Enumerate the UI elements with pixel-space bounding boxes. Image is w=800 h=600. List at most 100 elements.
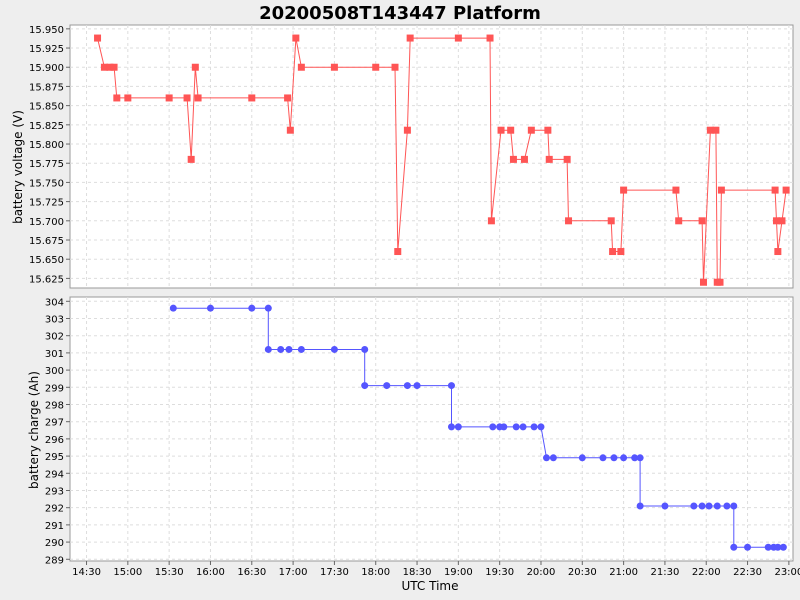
charge-y-tick-label: 298	[45, 400, 64, 411]
voltage-y-tick-label: 15.700	[29, 217, 64, 228]
charge-point	[542, 454, 550, 462]
charge-y-tick-label: 301	[45, 349, 64, 360]
charge-point	[500, 423, 508, 431]
voltage-point	[113, 94, 121, 102]
charge-point	[277, 345, 285, 353]
voltage-point	[520, 155, 528, 163]
voltage-point	[716, 278, 724, 286]
x-tick-label: 18:00	[361, 567, 390, 578]
voltage-point	[191, 63, 199, 71]
voltage-point	[165, 94, 173, 102]
x-axis-ticks: 14:30 15:00 15:30 16:00 16:30 17:00 17:30 18:00…	[72, 561, 800, 578]
charge-point	[578, 454, 586, 462]
charge-point	[383, 382, 391, 390]
voltage-point	[527, 126, 535, 134]
charge-point	[549, 454, 557, 462]
chart-title: 20200508T143447 Platform	[259, 3, 541, 24]
voltage-point	[545, 155, 553, 163]
voltage-point	[100, 63, 108, 71]
voltage-point	[782, 186, 790, 194]
voltage-point	[394, 248, 402, 256]
voltage-point	[486, 34, 494, 42]
voltage-y-tick-label: 15.750	[29, 178, 64, 189]
x-tick-label: 20:30	[568, 567, 597, 578]
voltage-y-tick-label: 15.875	[29, 82, 64, 93]
x-tick-label: 22:00	[692, 567, 721, 578]
charge-point	[636, 454, 644, 462]
charge-point	[248, 304, 256, 312]
charge-point	[519, 423, 527, 431]
charge-y-tick-label: 291	[45, 521, 64, 532]
voltage-point	[110, 63, 118, 71]
charge-y-tick-label: 294	[45, 469, 64, 480]
voltage-point	[771, 186, 779, 194]
charge-y-tick-label: 293	[45, 486, 64, 497]
charge-point	[690, 502, 698, 510]
voltage-y-tick-label: 15.725	[29, 198, 64, 209]
charge-point	[661, 502, 669, 510]
voltage-point	[406, 34, 414, 42]
charge-point	[537, 423, 545, 431]
voltage-y-tick-label: 15.625	[29, 274, 64, 285]
voltage-point	[774, 248, 782, 256]
charge-point	[636, 502, 644, 510]
x-tick-label: 19:30	[485, 567, 514, 578]
voltage-point	[403, 126, 411, 134]
x-tick-label: 22:30	[733, 567, 762, 578]
voltage-point	[563, 155, 571, 163]
x-tick-label: 17:30	[320, 567, 349, 578]
charge-point	[530, 423, 538, 431]
voltage-y-tick-label: 15.950	[29, 25, 64, 36]
charge-point	[447, 423, 455, 431]
charge-point	[413, 382, 421, 390]
charge-y-tick-label: 295	[45, 452, 64, 463]
voltage-point	[712, 126, 720, 134]
voltage-y-tick-label: 15.775	[29, 159, 64, 170]
charge-y-tick-label: 302	[45, 332, 64, 343]
voltage-series	[94, 34, 790, 286]
voltage-y-tick-label: 15.825	[29, 121, 64, 132]
charge-y-axis-label: battery charge (Ah)	[27, 371, 41, 489]
voltage-y-tick-label: 15.925	[29, 44, 64, 55]
voltage-point	[391, 63, 399, 71]
charge-y-tick-label: 290	[45, 538, 64, 549]
voltage-y-tick-label: 15.675	[29, 236, 64, 247]
voltage-y-ticks: 15.625 15.650 15.675 15.700 15.725 15.750 15.7…	[29, 25, 70, 285]
voltage-point	[286, 126, 294, 134]
voltage-point	[607, 217, 615, 225]
charge-point	[264, 345, 272, 353]
charge-y-tick-label: 289	[45, 555, 64, 566]
voltage-point	[194, 94, 202, 102]
voltage-point	[675, 217, 683, 225]
voltage-y-tick-label: 15.650	[29, 255, 64, 266]
charge-point	[713, 502, 721, 510]
voltage-point	[544, 126, 552, 134]
charge-point	[730, 502, 738, 510]
voltage-grid	[70, 25, 793, 288]
x-tick-label: 15:30	[155, 567, 184, 578]
charge-point	[361, 345, 369, 353]
charge-y-tick-label: 300	[45, 366, 64, 377]
x-tick-label: 21:00	[609, 567, 638, 578]
x-tick-label: 23:00	[774, 567, 800, 578]
voltage-plot-area	[69, 24, 794, 289]
x-tick-label: 20:00	[527, 567, 556, 578]
charge-series	[169, 304, 787, 551]
voltage-point	[454, 34, 462, 42]
voltage-point	[699, 278, 707, 286]
x-tick-label: 16:30	[237, 567, 266, 578]
charge-point	[705, 502, 713, 510]
charge-point	[620, 454, 628, 462]
voltage-point	[487, 217, 495, 225]
charge-point	[169, 304, 177, 312]
charge-point	[723, 502, 731, 510]
voltage-y-tick-label: 15.900	[29, 63, 64, 74]
charge-y-ticks: 289 290 291 292 293 294 295 296 297 298 299 300 301 3…	[45, 297, 70, 566]
charge-point	[206, 304, 214, 312]
x-tick-label: 18:30	[403, 567, 432, 578]
voltage-point	[617, 248, 625, 256]
voltage-point	[565, 217, 573, 225]
charge-point	[730, 543, 738, 551]
charge-point	[330, 345, 338, 353]
